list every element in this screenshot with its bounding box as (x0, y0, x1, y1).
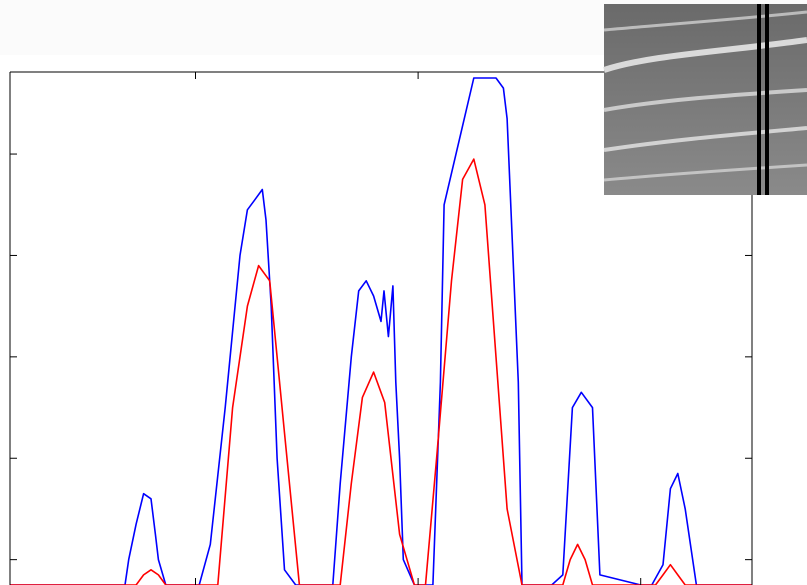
series-line-2 (10, 158, 752, 585)
series-layer (10, 77, 752, 585)
series-line-1 (10, 77, 752, 585)
inset-image (603, 4, 807, 195)
